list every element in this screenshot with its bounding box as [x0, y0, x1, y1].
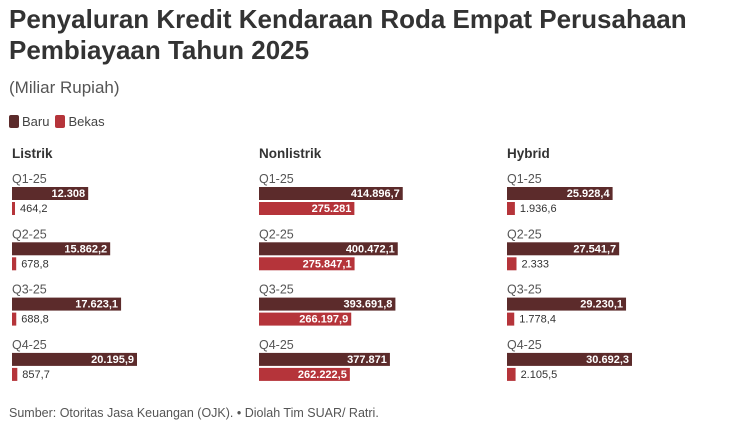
bar-baru [507, 352, 632, 366]
data-label: 1.936,6 [520, 203, 557, 215]
category-label: Q3-25 [12, 283, 47, 297]
data-label: 29.230,1 [580, 299, 623, 311]
chart-canvas: Listrik Q1-25 12.308 464,2 Q2-25 15.862,2 678,… [12, 146, 632, 381]
data-label: 27.541,7 [573, 243, 616, 255]
bar-bekas [12, 367, 18, 381]
category-label: Q1-25 [12, 172, 47, 186]
data-label: 377.871 [347, 354, 387, 366]
bar-baru [12, 242, 111, 256]
category-label: Q2-25 [259, 227, 294, 241]
bar-bekas [259, 367, 350, 381]
data-label: 30.692,3 [586, 354, 629, 366]
legend-swatch-baru [9, 115, 19, 128]
data-label: 400.472,1 [346, 243, 395, 255]
bar-bekas [259, 312, 352, 326]
category-label: Q4-25 [12, 338, 47, 352]
panel-title-nonlistrik: Nonlistrik [259, 146, 322, 161]
data-label: 857,7 [22, 369, 50, 381]
source-note: Sumber: Otoritas Jasa Keuangan (OJK). • … [9, 406, 379, 420]
legend-label-bekas: Bekas [68, 114, 105, 129]
bar-baru [507, 187, 613, 200]
category-label: Q1-25 [259, 172, 294, 186]
data-label: 393.691,8 [343, 299, 392, 311]
bar-baru [12, 297, 122, 311]
bar-baru [507, 297, 627, 311]
panel-title-listrik: Listrik [12, 146, 53, 161]
bar-bekas [259, 202, 355, 215]
legend-item-baru: Baru [9, 114, 49, 129]
bar-baru [259, 242, 398, 256]
data-label: 678,8 [21, 258, 49, 270]
legend-swatch-bekas [55, 115, 66, 128]
data-label: 2.105,5 [521, 369, 558, 381]
bar-bekas [12, 202, 15, 215]
panel-title-hybrid: Hybrid [507, 146, 550, 161]
legend-item-bekas: Bekas [55, 114, 105, 129]
data-label: 1.778,4 [519, 314, 556, 326]
data-label: 2.333 [522, 258, 550, 270]
chart-title: Penyaluran Kredit Kendaraan Roda Empat P… [9, 4, 687, 65]
category-label: Q2-25 [507, 227, 542, 241]
bar-bekas [12, 257, 17, 271]
bar-bekas [507, 257, 517, 271]
data-label: 15.862,2 [64, 243, 107, 255]
category-label: Q4-25 [259, 338, 294, 352]
bar-bekas [507, 312, 515, 326]
legend-label-baru: Baru [22, 114, 50, 129]
chart-subtitle: (Miliar Rupiah) [9, 78, 120, 97]
data-label: 414.896,7 [351, 188, 400, 200]
bar-baru [259, 352, 390, 366]
category-label: Q3-25 [259, 283, 294, 297]
category-label: Q3-25 [507, 283, 542, 297]
data-label: 262.222,5 [298, 369, 347, 381]
data-label: 20.195,9 [91, 354, 134, 366]
bar-baru [12, 187, 89, 200]
data-label: 12.308 [52, 188, 86, 200]
bar-baru [12, 352, 137, 366]
data-label: 275.847,1 [303, 258, 352, 270]
category-label: Q2-25 [12, 227, 47, 241]
bar-baru [259, 187, 403, 200]
data-label: 275.281 [312, 203, 352, 215]
bar-bekas [507, 367, 516, 381]
category-label: Q4-25 [507, 338, 542, 352]
bar-bekas [259, 257, 355, 271]
bar-baru [259, 297, 396, 311]
data-label: 464,2 [20, 203, 48, 215]
bar-baru [507, 242, 620, 256]
data-label: 17.623,1 [75, 299, 118, 311]
data-label: 25.928,4 [567, 188, 611, 200]
category-label: Q1-25 [507, 172, 542, 186]
data-label: 266.197,9 [299, 314, 348, 326]
bar-bekas [12, 312, 17, 326]
legend: Baru Bekas [9, 114, 111, 129]
bar-bekas [507, 202, 515, 215]
data-label: 688,8 [21, 314, 49, 326]
